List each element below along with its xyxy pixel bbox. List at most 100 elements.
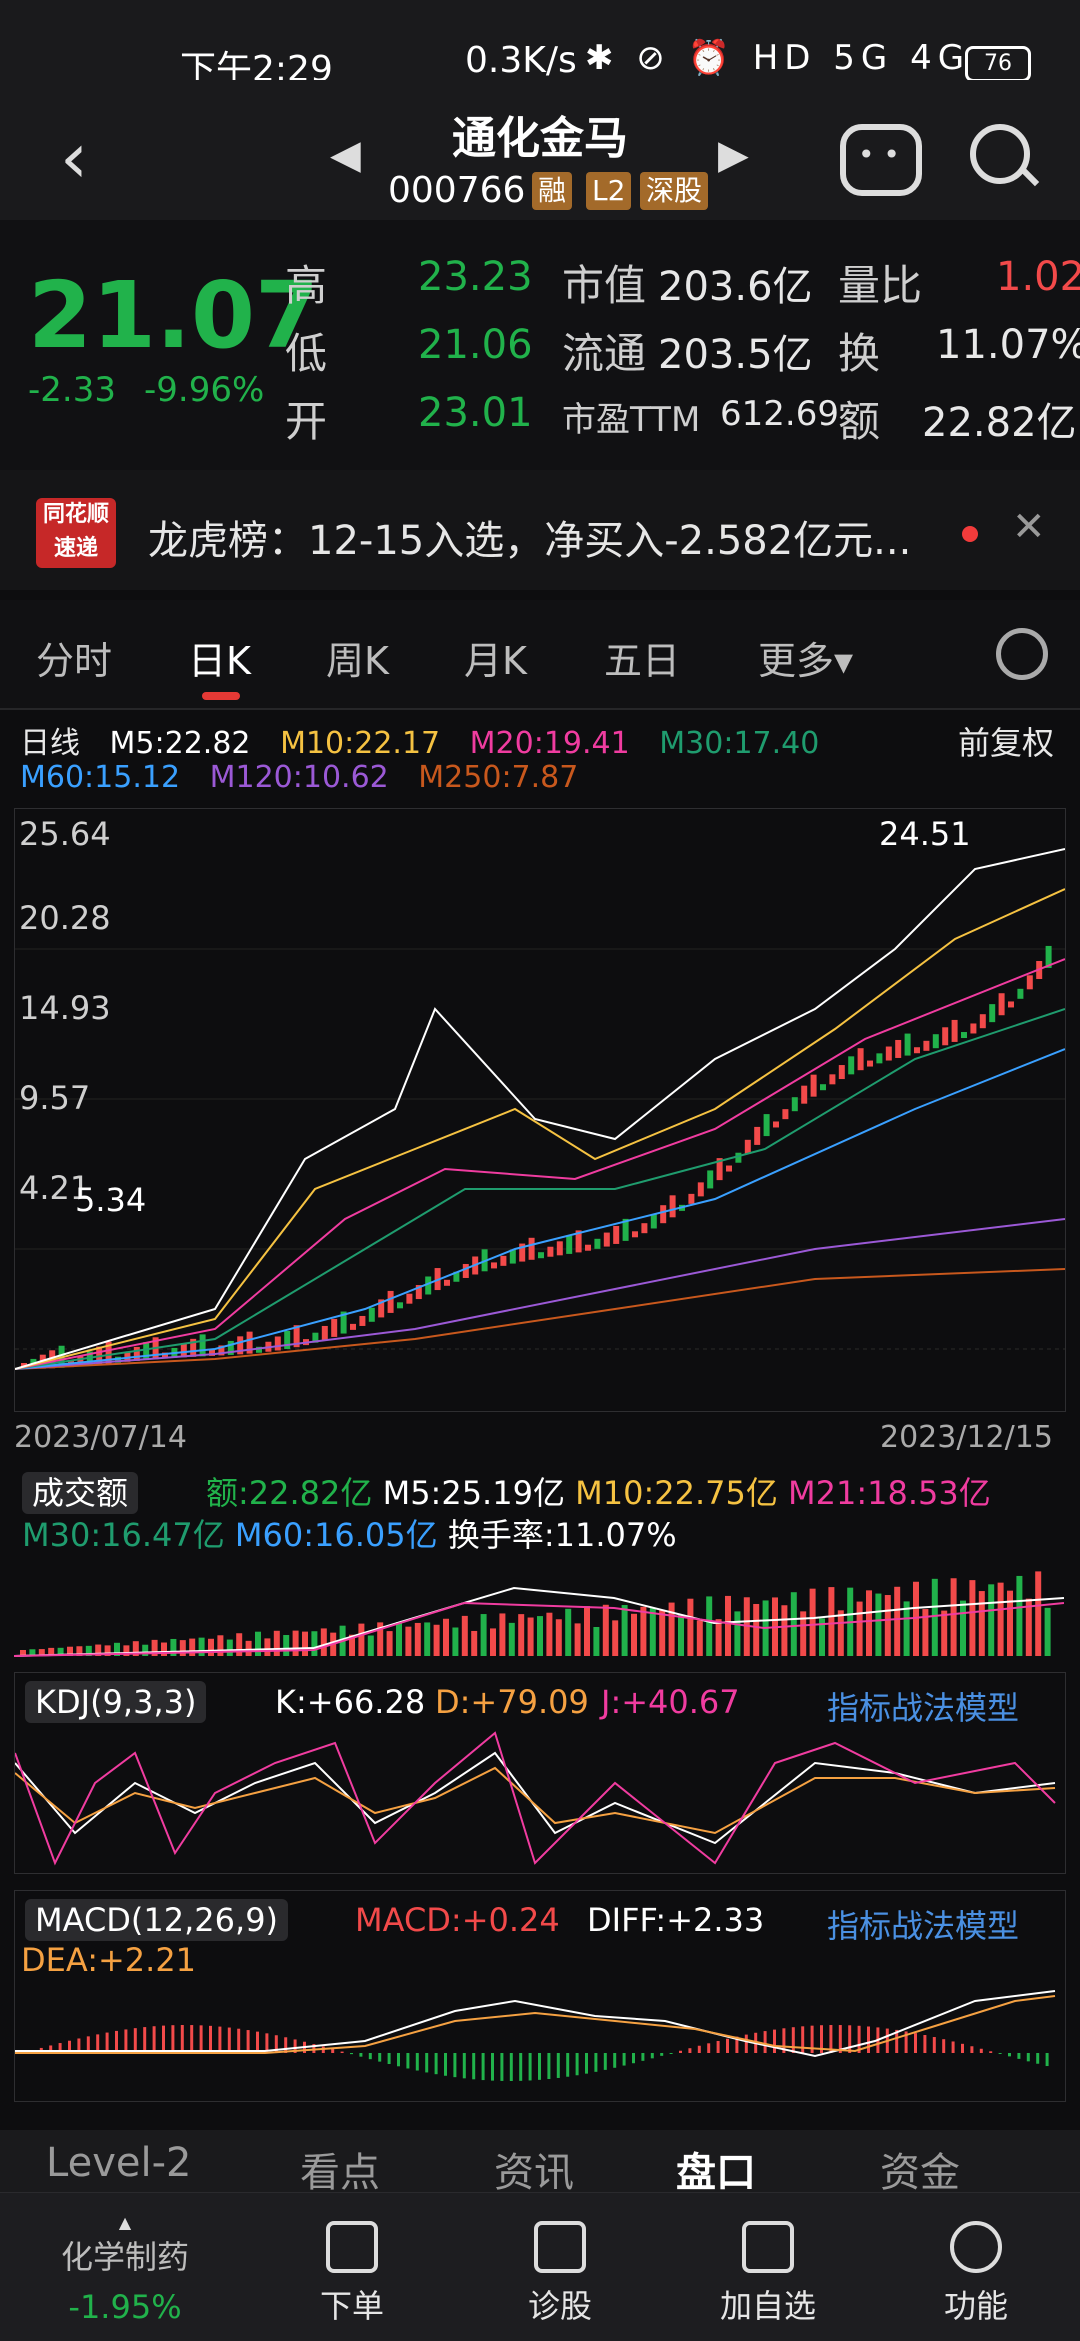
tab-weekly-k[interactable]: 周K (326, 639, 389, 683)
kline-candle (350, 1323, 356, 1330)
tab-more[interactable]: 更多▾ (758, 639, 854, 683)
macd-panel[interactable]: MACD(12,26,9) MACD:+0.24 DIFF:+2.33 指标战法… (14, 1890, 1066, 2102)
volume-bar (273, 1630, 280, 1656)
volume-ratio-label: 量比 (838, 261, 923, 310)
volume-bar (217, 1635, 224, 1656)
tab-orderbook[interactable]: 盘口 (676, 2150, 756, 2196)
macd-bar (622, 2053, 626, 2066)
macd-bar (791, 2027, 795, 2053)
macd-selector[interactable]: MACD(12,26,9) (25, 1899, 289, 1941)
legend-m120: M120:10.62 (209, 760, 389, 795)
ma30-line (14, 1008, 1066, 1370)
volume-bar (358, 1623, 365, 1656)
volume-bar (480, 1614, 487, 1656)
volume-selector-label[interactable]: 成交额 (22, 1472, 139, 1514)
prev-stock-icon[interactable]: ◀ (330, 132, 361, 178)
tab-level2[interactable]: Level-2 (46, 2140, 192, 2186)
order-button[interactable]: 下单 (292, 2221, 412, 2327)
tab-daily-k[interactable]: 日K (188, 639, 251, 683)
tag-margin: 融 (532, 172, 573, 210)
macd-diff-line (15, 1990, 1056, 2058)
close-icon[interactable]: ✕ (1012, 504, 1046, 550)
volume-svg (13, 1571, 1065, 1657)
kdj-selector[interactable]: KDJ(9,3,3) (25, 1681, 207, 1723)
news-banner[interactable]: 同花顺 速递 龙虎榜：12-15入选，净买入-2.582亿元... ✕ (0, 470, 1080, 590)
kline-candle (162, 1352, 168, 1359)
tab-news[interactable]: 资讯 (494, 2150, 574, 2196)
medkit-icon (534, 2221, 586, 2273)
tab-five-day[interactable]: 五日 (604, 639, 681, 683)
volume-bar (950, 1578, 957, 1656)
menu-icon (950, 2221, 1002, 2273)
volume-selector[interactable]: 成交额 (22, 1468, 139, 1514)
kline-candle (237, 1336, 244, 1355)
kline-candle (744, 1139, 751, 1154)
kline-candle (895, 1039, 902, 1058)
volume-bar (978, 1591, 985, 1656)
macd-bar (716, 2040, 720, 2053)
macd-bar (284, 2037, 288, 2053)
volume-bar (649, 1607, 656, 1656)
news-text[interactable]: 龙虎榜：12-15入选，净买入-2.582亿元... (148, 518, 912, 564)
volume-bar (668, 1602, 675, 1656)
tab-monthly-k[interactable]: 月K (464, 639, 527, 683)
kline-candle (810, 1074, 817, 1097)
macd-bar (274, 2035, 278, 2053)
sector-info[interactable]: ▲ 化学制药 -1.95% (20, 2213, 230, 2326)
volume-m10: M10:22.75亿 (575, 1474, 778, 1512)
macd-bar (867, 2026, 870, 2053)
tab-intraday[interactable]: 分时 (36, 639, 113, 683)
macd-bar (246, 2030, 250, 2053)
volume-bar (678, 1614, 684, 1656)
diagnose-button[interactable]: 诊股 (500, 2221, 620, 2327)
kline-candle (293, 1325, 300, 1348)
kline-chart[interactable]: 25.64 20.28 14.93 9.57 4.21 24.51 5.34 (14, 808, 1066, 1412)
kdj-d-line (15, 1766, 1056, 1835)
kline-candle (735, 1152, 742, 1163)
next-stock-icon[interactable]: ▶ (718, 132, 749, 178)
volume-chart[interactable] (13, 1548, 1065, 1658)
macd-bar (415, 2053, 419, 2071)
tab-capital[interactable]: 资金 (880, 2150, 960, 2196)
volume-bar (875, 1593, 882, 1656)
settings-icon[interactable] (996, 628, 1048, 680)
ytick-2: 20.28 (19, 899, 111, 937)
diagnose-label: 诊股 (527, 2287, 592, 2325)
volume-bar (913, 1581, 919, 1656)
back-icon[interactable]: ‹ (60, 117, 88, 199)
volume-bar (405, 1626, 412, 1656)
kline-candle (707, 1170, 714, 1189)
kline-candle (509, 1249, 516, 1264)
kdj-strategy-link[interactable]: 指标战法模型 (827, 1689, 1020, 1727)
volume-bar (367, 1635, 374, 1656)
macd-bar (481, 2053, 485, 2081)
add-watchlist-button[interactable]: 加自选 (708, 2221, 828, 2327)
macd-bar (218, 2026, 222, 2053)
volume-bar (433, 1624, 440, 1656)
tab-highlights[interactable]: 看点 (300, 2150, 380, 2196)
macd-bar (444, 2053, 447, 2076)
kline-candle (716, 1158, 723, 1181)
search-icon[interactable] (970, 124, 1030, 184)
macd-bar (613, 2053, 617, 2068)
volume-bar (903, 1601, 910, 1656)
kline-candle (246, 1331, 253, 1354)
adjust-mode[interactable]: 前复权 (958, 724, 1055, 762)
robot-icon[interactable] (840, 124, 922, 196)
volume-bar (537, 1616, 543, 1656)
volume-bar (1035, 1571, 1042, 1656)
price-change-pct: -9.96% (144, 370, 265, 410)
macd-strategy-link[interactable]: 指标战法模型 (827, 1907, 1020, 1945)
function-button[interactable]: 功能 (916, 2221, 1036, 2327)
kline-candle (961, 1032, 967, 1039)
macd-bar (660, 2053, 664, 2056)
volume-bar (320, 1628, 327, 1656)
pe-value: 612.69 (720, 394, 839, 434)
kdj-panel[interactable]: KDJ(9,3,3) K:+66.28 D:+79.09 J:+40.67 指标… (14, 1672, 1066, 1874)
macd-bar (237, 2028, 241, 2053)
macd-bar (547, 2053, 551, 2080)
kline-candle (820, 1084, 826, 1091)
kline-candle (904, 1033, 911, 1056)
macd-bar (397, 2053, 400, 2067)
kline-candle (227, 1340, 234, 1355)
